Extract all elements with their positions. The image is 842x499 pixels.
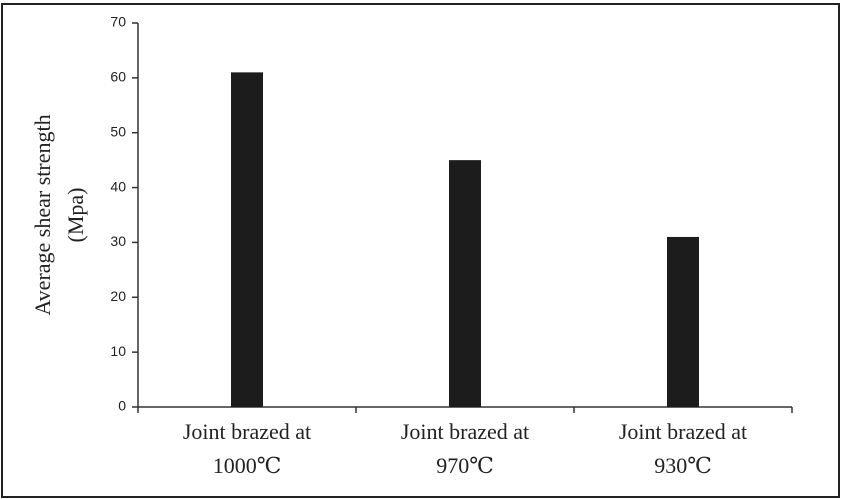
y-tick-label: 40: [110, 178, 126, 194]
frame: [1, 3, 840, 498]
x-tick-label: Joint brazed at: [401, 419, 529, 444]
x-tick-label: Joint brazed at: [183, 419, 311, 444]
y-tick-label: 70: [110, 14, 126, 30]
x-tick-label: 1000℃: [213, 453, 282, 478]
y-tick-label: 10: [110, 343, 126, 359]
bar: [449, 160, 481, 407]
bar: [231, 72, 263, 407]
y-tick-label: 0: [118, 398, 126, 414]
x-tick-label: 970℃: [436, 453, 494, 478]
x-tick-label: Joint brazed at: [619, 419, 747, 444]
y-tick-label: 30: [110, 233, 126, 249]
y-tick-label: 50: [110, 123, 126, 139]
y-label: Average shear strength (Mpa): [30, 114, 88, 315]
x-tick-label: 930℃: [654, 453, 712, 478]
y-tick-label: 60: [110, 69, 126, 85]
bar: [667, 236, 699, 407]
y-label-line: (Mpa): [63, 188, 88, 243]
y-label-line: Average shear strength: [30, 114, 55, 315]
y-tick-label: 20: [110, 288, 126, 304]
